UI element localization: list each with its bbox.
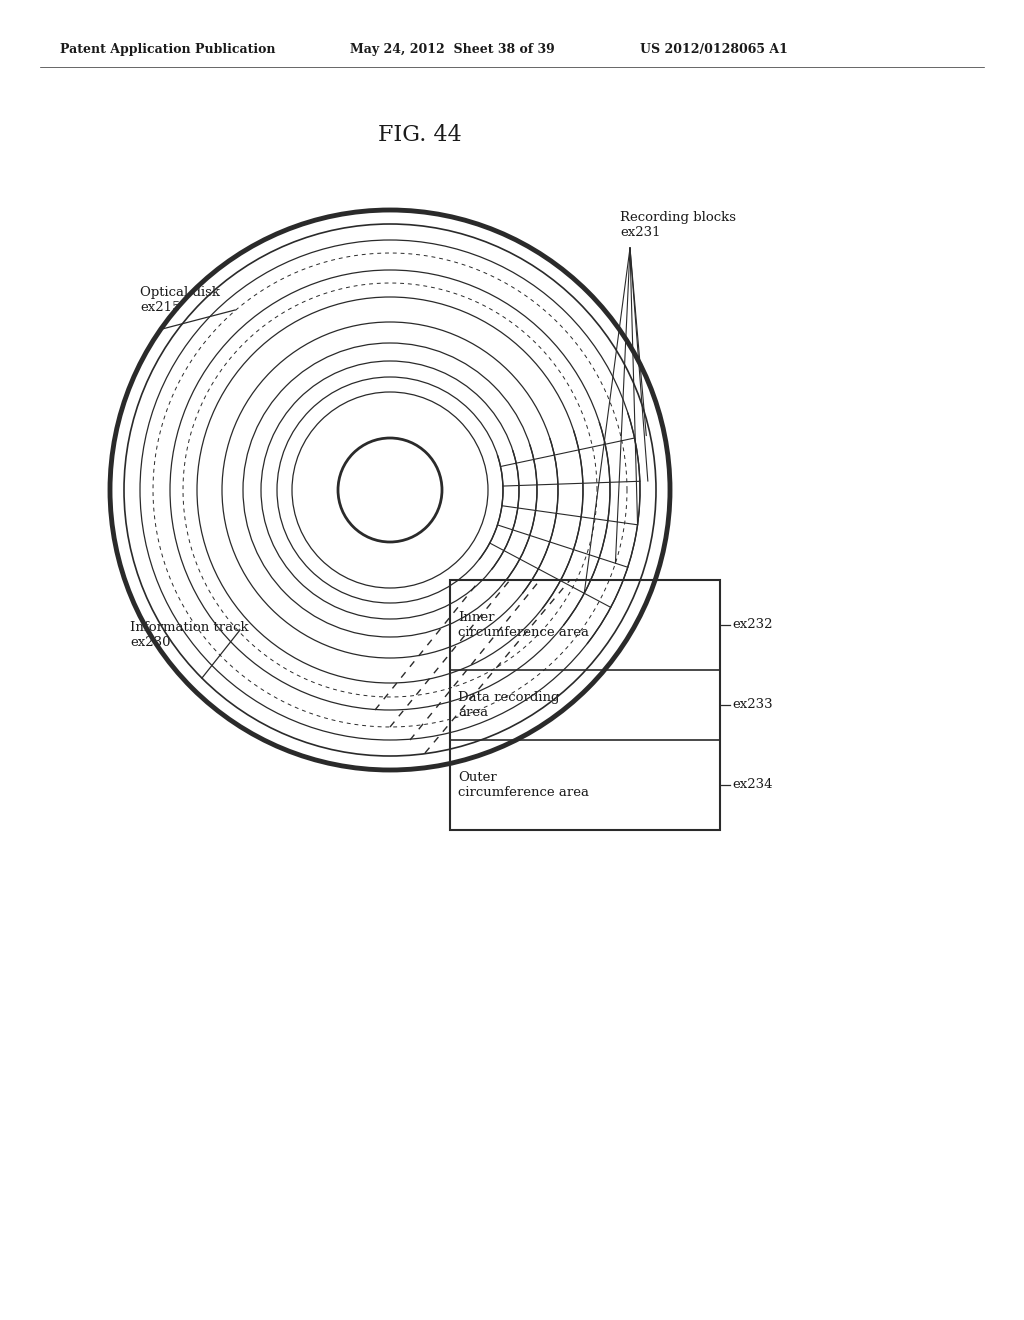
Text: ex232: ex232 bbox=[732, 619, 772, 631]
Text: FIG. 44: FIG. 44 bbox=[378, 124, 462, 147]
Text: Optical disk
ex215: Optical disk ex215 bbox=[140, 286, 220, 314]
Text: ex233: ex233 bbox=[732, 698, 773, 711]
Text: US 2012/0128065 A1: US 2012/0128065 A1 bbox=[640, 44, 787, 57]
Text: ex234: ex234 bbox=[732, 779, 772, 792]
Bar bbox=[450, 579, 720, 830]
Text: Patent Application Publication: Patent Application Publication bbox=[60, 44, 275, 57]
Text: Recording blocks
ex231: Recording blocks ex231 bbox=[620, 211, 736, 239]
Text: May 24, 2012  Sheet 38 of 39: May 24, 2012 Sheet 38 of 39 bbox=[350, 44, 555, 57]
Text: Data recording
area: Data recording area bbox=[458, 690, 559, 719]
Text: Information track
ex230: Information track ex230 bbox=[130, 620, 249, 649]
Text: Inner
circumference area: Inner circumference area bbox=[458, 611, 589, 639]
Text: Outer
circumference area: Outer circumference area bbox=[458, 771, 589, 799]
